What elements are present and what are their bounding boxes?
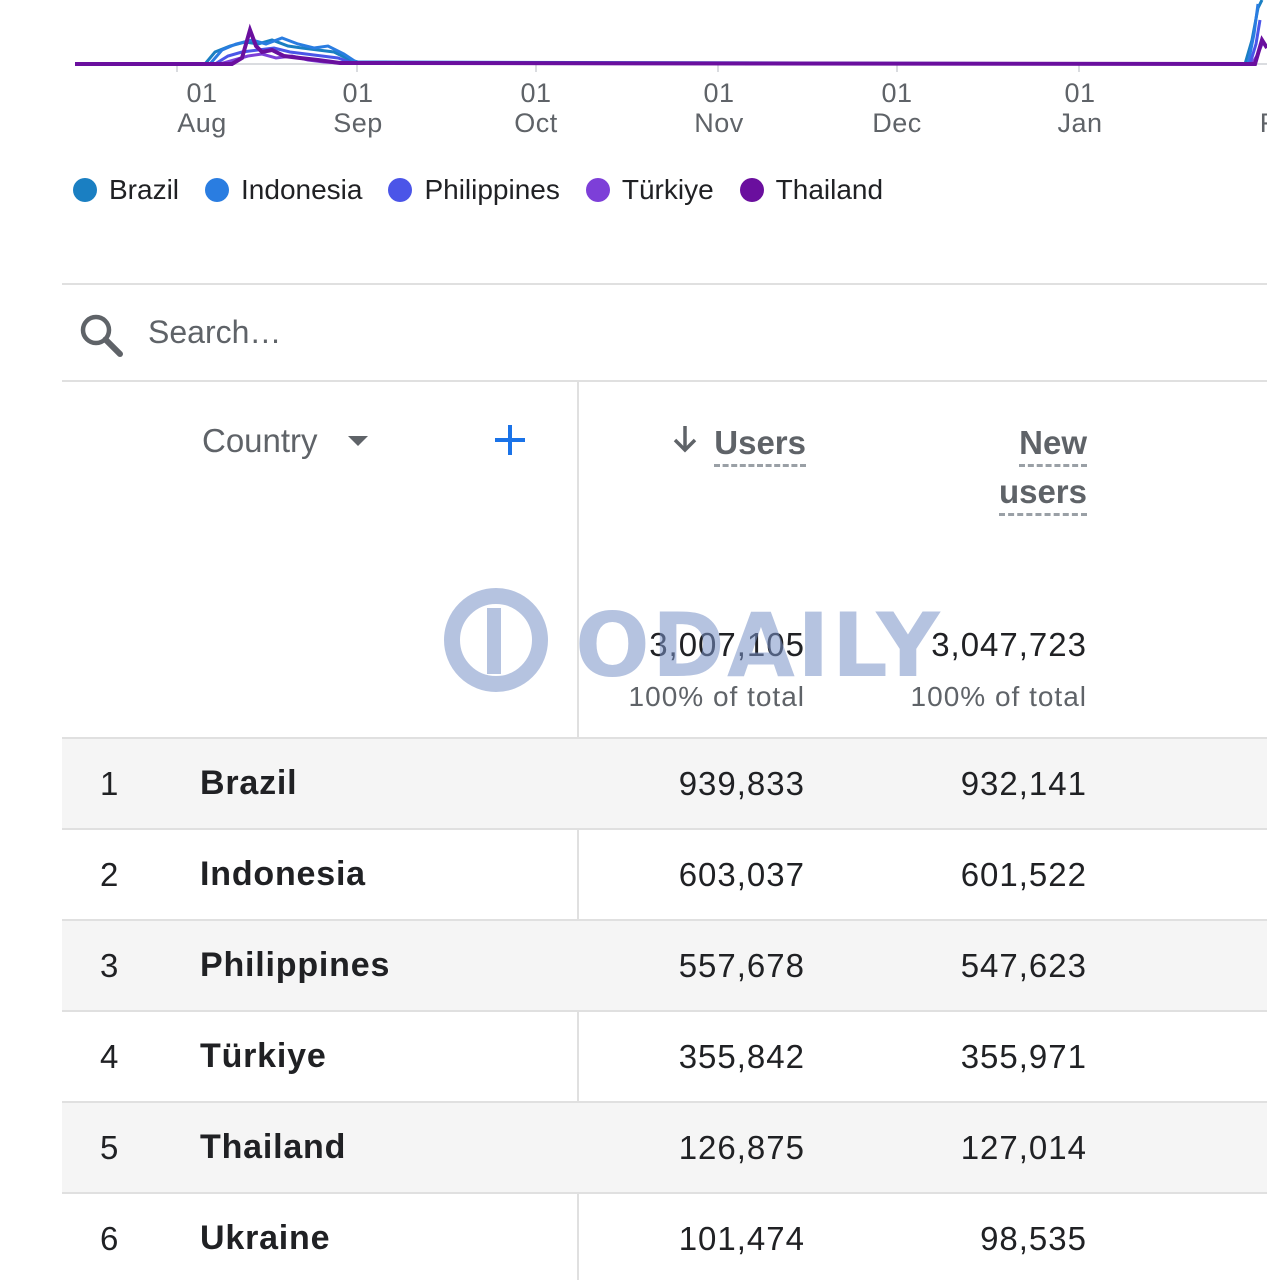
table-row[interactable]: 6 Ukraine 101,474 98,535 xyxy=(62,1192,1267,1283)
search-input[interactable] xyxy=(148,310,748,354)
row-new-users: 98,535 xyxy=(980,1220,1087,1257)
row-new-users: 355,971 xyxy=(960,1038,1087,1075)
row-new-users: 932,141 xyxy=(960,765,1087,802)
x-tick-label-oct: 01 Oct xyxy=(514,78,558,138)
legend-label: Indonesia xyxy=(241,174,363,205)
legend-item-brazil[interactable]: Brazil xyxy=(73,174,179,206)
x-tick-label-nov: 01 Nov xyxy=(694,78,744,138)
row-new-users: 601,522 xyxy=(960,856,1087,893)
new-users-column-header[interactable]: New users xyxy=(998,418,1087,516)
row-country[interactable]: Indonesia xyxy=(200,855,366,893)
row-country[interactable]: Ukraine xyxy=(200,1219,331,1257)
table-row[interactable]: 2 Indonesia 603,037 601,522 xyxy=(62,828,1267,919)
chevron-down-icon xyxy=(347,436,368,446)
x-tick-label-feb: 0Fe xyxy=(1231,78,1267,138)
series-line-thailand xyxy=(75,23,1267,67)
table-row[interactable]: 4 Türkiye 355,842 355,971 xyxy=(62,1010,1267,1101)
x-tick-label-sep: 01 Sep xyxy=(333,78,383,138)
x-tick-label-jan: 01 Jan xyxy=(1057,78,1103,138)
table-header: Country Users New users 3,007,105 100% o… xyxy=(62,382,1267,738)
divider xyxy=(62,283,1267,285)
country-column-label: Country xyxy=(202,422,318,459)
new-users-total-percent: 100% of total xyxy=(910,681,1087,712)
search-icon[interactable] xyxy=(78,312,124,358)
row-users: 126,875 xyxy=(678,1129,805,1166)
row-users: 939,833 xyxy=(678,765,805,802)
chart-plot xyxy=(75,0,1267,72)
new-users-label-line1: New xyxy=(1019,425,1087,467)
table-row[interactable]: 1 Brazil 939,833 932,141 xyxy=(62,737,1267,828)
legend-item-philippines[interactable]: Philippines xyxy=(388,174,560,206)
users-column-header[interactable]: Users xyxy=(672,418,806,467)
row-rank: 5 xyxy=(100,1129,119,1166)
new-users-total: 3,047,723 xyxy=(931,626,1087,663)
row-rank: 3 xyxy=(100,947,119,984)
country-dimension-dropdown[interactable]: Country xyxy=(202,422,368,460)
table-row[interactable]: 5 Thailand 126,875 127,014 xyxy=(62,1101,1267,1192)
legend-dot-icon xyxy=(388,178,413,202)
x-tick-label-aug: 01 Aug xyxy=(177,78,227,138)
legend-label: Philippines xyxy=(424,174,560,205)
table-row[interactable]: 3 Philippines 557,678 547,623 xyxy=(62,919,1267,1010)
legend-dot-icon xyxy=(205,178,230,202)
row-new-users: 127,014 xyxy=(960,1129,1087,1166)
row-users: 603,037 xyxy=(678,856,805,893)
arrow-down-sort-icon[interactable] xyxy=(672,424,698,454)
add-dimension-button[interactable] xyxy=(490,420,530,460)
divider xyxy=(62,380,1267,382)
column-divider xyxy=(577,382,579,1280)
legend-item-turkiye[interactable]: Türkiye xyxy=(585,174,714,206)
legend-label: Türkiye xyxy=(621,174,714,205)
legend-dot-icon xyxy=(73,178,97,202)
country-users-table: Country Users New users 3,007,105 100% o… xyxy=(62,382,1267,1280)
legend-item-indonesia[interactable]: Indonesia xyxy=(205,174,362,206)
row-country[interactable]: Brazil xyxy=(200,764,298,802)
row-rank: 4 xyxy=(100,1038,119,1075)
row-rank: 6 xyxy=(100,1220,119,1257)
users-total-percent: 100% of total xyxy=(628,681,805,712)
row-new-users: 547,623 xyxy=(960,947,1087,984)
users-column-label: Users xyxy=(714,425,806,467)
row-users: 355,842 xyxy=(678,1038,805,1075)
chart-legend: Brazil Indonesia Philippines Türkiye Tha… xyxy=(73,170,909,210)
row-rank: 2 xyxy=(100,856,119,893)
legend-item-thailand[interactable]: Thailand xyxy=(739,174,884,206)
legend-dot-icon xyxy=(585,178,610,202)
legend-label: Brazil xyxy=(109,174,180,205)
row-country[interactable]: Philippines xyxy=(200,946,391,984)
new-users-label-line2: users xyxy=(998,474,1087,516)
row-country[interactable]: Türkiye xyxy=(200,1037,327,1075)
row-rank: 1 xyxy=(100,765,119,802)
row-users: 101,474 xyxy=(678,1220,805,1257)
table-search-bar xyxy=(62,286,1267,380)
users-total: 3,007,105 xyxy=(649,626,805,663)
legend-dot-icon xyxy=(739,178,764,202)
series-line-turkiye xyxy=(75,43,1264,66)
x-tick-label-dec: 01 Dec xyxy=(872,78,922,138)
row-country[interactable]: Thailand xyxy=(200,1128,347,1166)
row-users: 557,678 xyxy=(678,947,805,984)
legend-label: Thailand xyxy=(775,174,884,205)
